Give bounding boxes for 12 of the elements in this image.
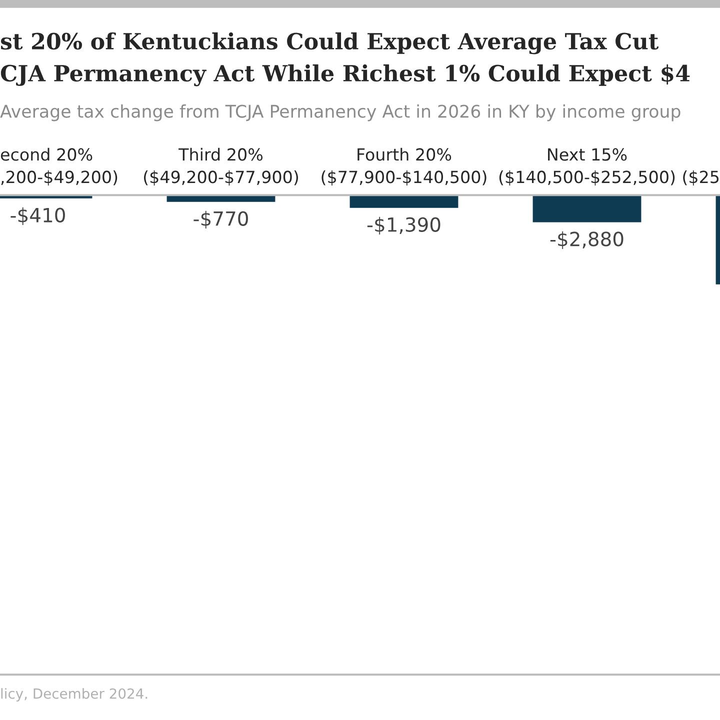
- data-label: -$410: [10, 207, 65, 226]
- data-label: -$1,390: [367, 216, 440, 235]
- chart-title: st 20% of Kentuckians Could Expect Average Tax Cut CJA Permanency Act While Richest 1% Could Expect $4: [0, 32, 690, 86]
- text: licy, December 2024.: [1, 688, 148, 702]
- chart-subtitle: Average tax change from TCJA Permanency Act in 2026 in KY by income group: [0, 104, 680, 122]
- data-label: -$770: [194, 210, 248, 229]
- x-tick-label: ($25: [683, 170, 719, 186]
- x-tick-label: Fourth 20% ($77,900-$140,500): [322, 148, 486, 186]
- x-tick-label: Third 20% ($49,200-$77,900): [144, 148, 298, 186]
- x-tick-label: econd 20% ,200-$49,200): [0, 148, 118, 186]
- x-tick-label: Next 15% ($140,500-$252,500): [499, 148, 675, 186]
- data-label: -$2,880: [550, 231, 624, 249]
